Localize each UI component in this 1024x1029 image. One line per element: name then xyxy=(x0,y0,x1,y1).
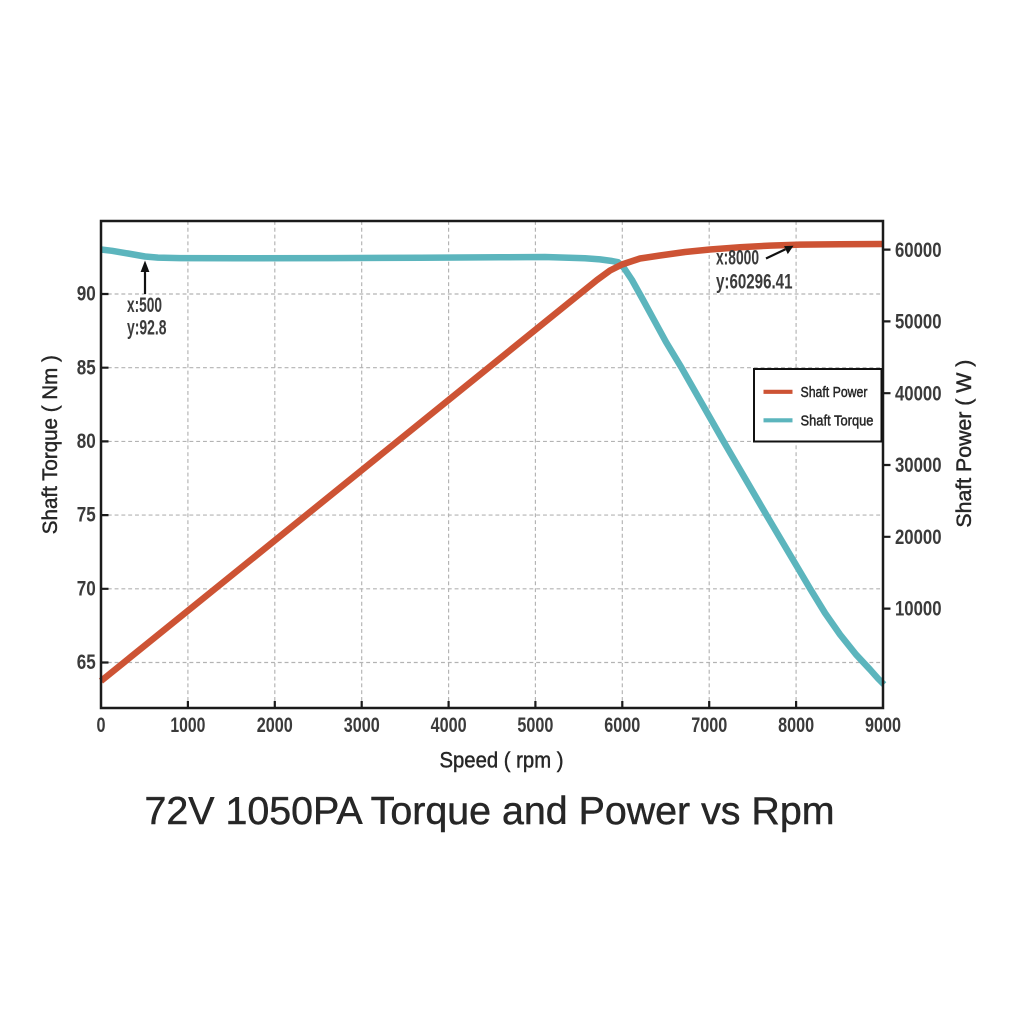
svg-text:2000: 2000 xyxy=(257,714,293,737)
svg-text:3000: 3000 xyxy=(344,714,380,737)
svg-text:75: 75 xyxy=(77,504,96,527)
svg-text:60000: 60000 xyxy=(895,239,942,262)
svg-text:x:500: x:500 xyxy=(127,294,162,317)
svg-text:72V 1050PA Torque and Power vs: 72V 1050PA Torque and Power vs Rpm xyxy=(145,790,835,833)
svg-text:10000: 10000 xyxy=(895,598,942,621)
svg-text:40000: 40000 xyxy=(895,382,942,405)
svg-text:Shaft Torque: Shaft Torque xyxy=(801,413,874,429)
svg-text:30000: 30000 xyxy=(895,454,942,477)
svg-text:1000: 1000 xyxy=(170,714,205,737)
svg-text:20000: 20000 xyxy=(895,526,942,549)
svg-text:Shaft Torque ( Nm ): Shaft Torque ( Nm ) xyxy=(39,355,62,534)
svg-text:Shaft Power: Shaft Power xyxy=(801,385,868,401)
svg-text:5000: 5000 xyxy=(517,714,553,737)
svg-text:85: 85 xyxy=(77,356,96,379)
svg-text:y:60296.41: y:60296.41 xyxy=(716,271,793,294)
svg-text:x:8000: x:8000 xyxy=(716,246,759,269)
svg-text:4000: 4000 xyxy=(431,714,467,737)
svg-text:0: 0 xyxy=(97,714,106,737)
svg-text:Shaft Power ( W ): Shaft Power ( W ) xyxy=(953,360,976,528)
svg-text:50000: 50000 xyxy=(895,311,942,334)
svg-text:80: 80 xyxy=(77,430,96,453)
svg-text:8000: 8000 xyxy=(778,714,814,737)
svg-text:y:92.8: y:92.8 xyxy=(127,317,167,340)
svg-text:7000: 7000 xyxy=(691,714,727,737)
svg-text:90: 90 xyxy=(77,283,96,306)
svg-text:9000: 9000 xyxy=(865,714,901,737)
svg-text:Speed ( rpm ): Speed ( rpm ) xyxy=(440,747,564,772)
svg-text:65: 65 xyxy=(77,651,96,674)
svg-text:70: 70 xyxy=(77,577,96,600)
svg-text:6000: 6000 xyxy=(604,714,640,737)
